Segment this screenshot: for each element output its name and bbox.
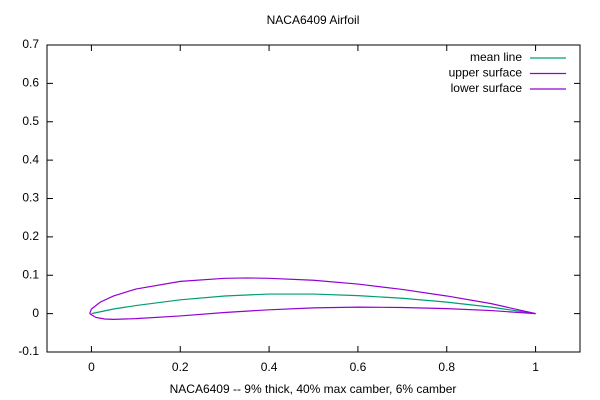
series-line: [91, 293, 536, 315]
y-tick-label: -0.1: [18, 344, 39, 358]
x-tick-label: 1: [532, 360, 539, 374]
y-tick-label: 0.2: [22, 229, 39, 243]
y-tick-label: 0.4: [22, 152, 39, 166]
y-tick-label: 0.3: [22, 191, 39, 205]
y-tick-label: 0.7: [22, 37, 39, 51]
x-tick-label: 0: [88, 360, 95, 374]
series-line: [89, 306, 536, 320]
y-tick-label: 0: [32, 306, 39, 320]
y-tick-label: 0.6: [22, 76, 39, 90]
x-tick-label: 0.6: [350, 360, 367, 374]
y-tick-label: 0.5: [22, 114, 39, 128]
x-tick-label: 0.2: [172, 360, 189, 374]
x-tick-label: 0.4: [261, 360, 278, 374]
legend-label: mean line: [470, 50, 522, 64]
y-tick-label: 0.1: [22, 267, 39, 281]
x-tick-label: 0.8: [438, 360, 455, 374]
legend-label: upper surface: [449, 66, 523, 80]
x-axis-label: NACA6409 -- 9% thick, 40% max camber, 6%…: [170, 382, 457, 396]
series-line: [89, 277, 536, 315]
chart-title: NACA6409 Airfoil: [267, 13, 360, 27]
legend-label: lower surface: [451, 81, 523, 95]
